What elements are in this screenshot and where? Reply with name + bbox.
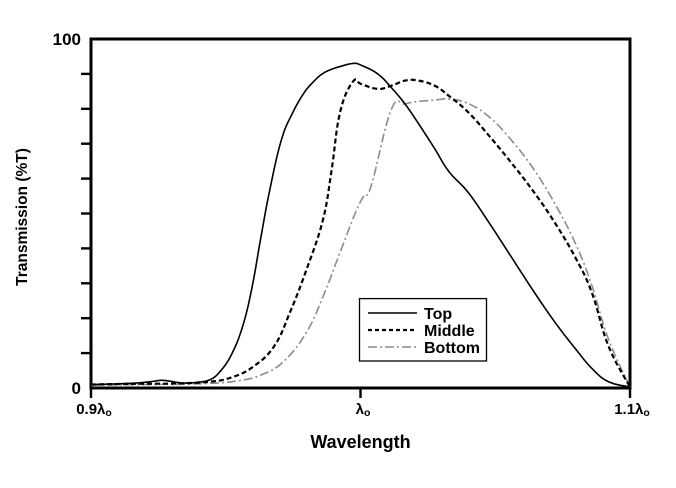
svg-text:Transmission (%T): Transmission (%T) bbox=[14, 148, 31, 286]
svg-text:0: 0 bbox=[72, 379, 81, 398]
svg-text:100: 100 bbox=[53, 30, 81, 49]
svg-text:Bottom: Bottom bbox=[424, 340, 480, 357]
svg-text:Wavelength: Wavelength bbox=[310, 432, 410, 452]
svg-text:Top: Top bbox=[424, 306, 452, 323]
svg-text:Middle: Middle bbox=[424, 323, 475, 340]
